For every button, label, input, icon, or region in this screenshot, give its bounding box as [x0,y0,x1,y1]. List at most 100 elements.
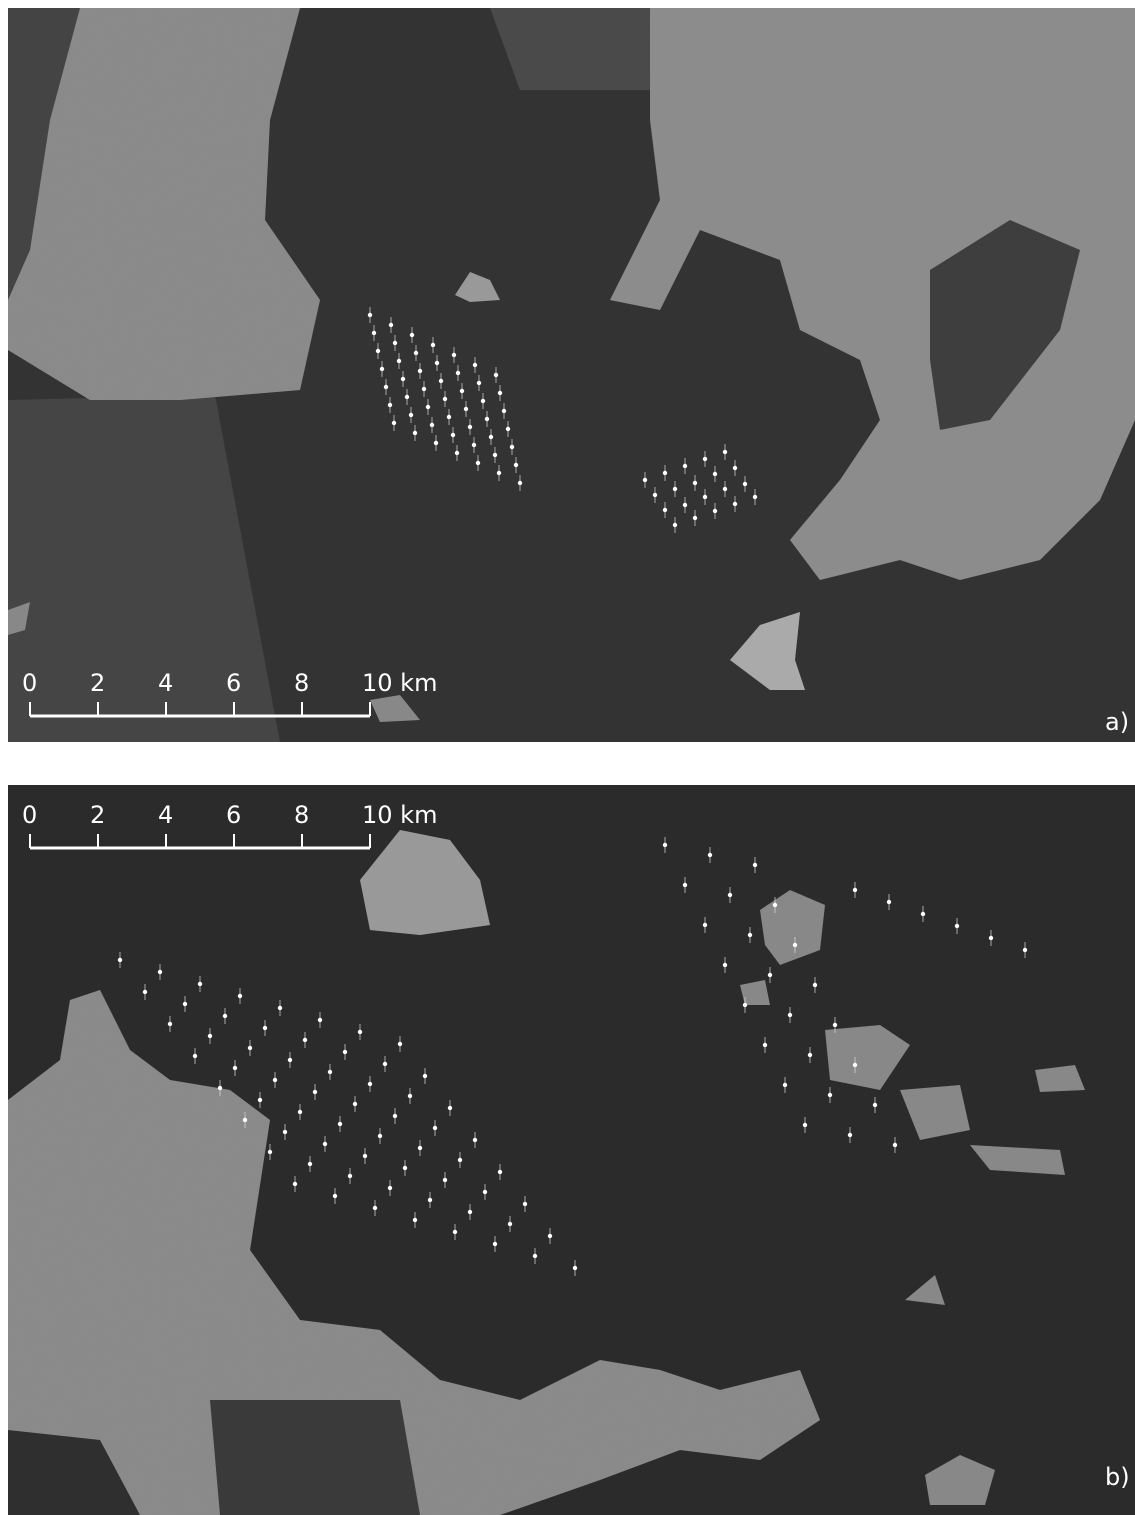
ship [808,1053,812,1057]
scale-label: 0 [22,669,37,697]
ship [497,471,501,475]
ship [168,1022,172,1026]
ship [663,843,667,847]
ship [733,502,737,506]
ship [573,1266,577,1270]
ship [743,482,747,486]
ship [803,1123,807,1127]
page: 0246810 km 0246810 km a) b) (() => { con… [0,0,1135,1515]
scale-label: 4 [158,801,173,829]
ship [405,395,409,399]
ship [443,397,447,401]
ship [238,994,242,998]
ponds [210,1400,420,1515]
ship [748,933,752,937]
scale-label: 2 [90,669,105,697]
ship [703,923,707,927]
ship [483,1190,487,1194]
ship [258,1098,262,1102]
ship [451,433,455,437]
ship [414,351,418,355]
ship [753,495,757,499]
ship [430,423,434,427]
ship [318,1018,322,1022]
ship [502,409,506,413]
ship [498,391,502,395]
ship [158,970,162,974]
ship [408,1094,412,1098]
ship [506,427,510,431]
ship [378,1134,382,1138]
ship [673,523,677,527]
ship [243,1118,247,1122]
ship [193,1054,197,1058]
scale-label: 6 [226,801,241,829]
ship [439,379,443,383]
ship [313,1090,317,1094]
ship [643,478,647,482]
ship [143,990,147,994]
scale-label: 8 [294,801,309,829]
ship [397,359,401,363]
ship [453,1230,457,1234]
ship [413,1218,417,1222]
ship [489,435,493,439]
ship [373,1206,377,1210]
ship [921,912,925,916]
ship [813,983,817,987]
ship [481,399,485,403]
ship [435,361,439,365]
ship [298,1110,302,1114]
ship [368,313,372,317]
ship [376,349,380,353]
ship [283,1130,287,1134]
ship [293,1182,297,1186]
ship [683,883,687,887]
ship [363,1154,367,1158]
ship [472,443,476,447]
ship [873,1103,877,1107]
ship [763,1043,767,1047]
ship [477,381,481,385]
ship [476,461,480,465]
ship [401,377,405,381]
ship [733,466,737,470]
scale-label: 2 [90,801,105,829]
ship [358,1030,362,1034]
ship [372,331,376,335]
ship [456,371,460,375]
ship [989,936,993,940]
ship [383,1062,387,1066]
ship [388,1186,392,1190]
ship [248,1046,252,1050]
scale-label: 4 [158,669,173,697]
ship [955,924,959,928]
ship [723,963,727,967]
ship [278,1006,282,1010]
ship [783,1083,787,1087]
ship [828,1093,832,1097]
ship [393,1114,397,1118]
ship [273,1078,277,1082]
ship [703,457,707,461]
ship [514,463,518,467]
ship [433,1126,437,1130]
ship [510,445,514,449]
ship [533,1254,537,1258]
ship [728,893,732,897]
ship [434,441,438,445]
ship [268,1150,272,1154]
ship [708,853,712,857]
ship [413,431,417,435]
ship [426,405,430,409]
ship [768,973,772,977]
ship [493,453,497,457]
ship [338,1122,342,1126]
ship [233,1066,237,1070]
ship [403,1166,407,1170]
ship [893,1143,897,1147]
figure: 0246810 km 0246810 km a) b) [0,0,1135,1515]
ship [743,1003,747,1007]
ship [493,1242,497,1246]
ship [773,903,777,907]
